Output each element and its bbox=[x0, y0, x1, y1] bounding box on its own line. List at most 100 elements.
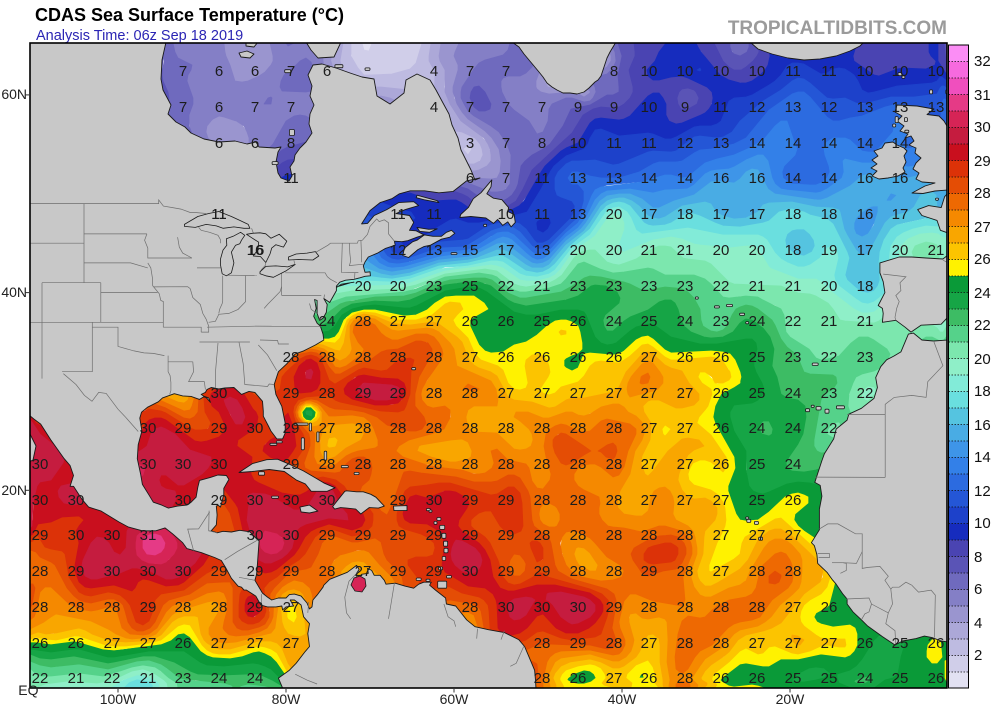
svg-text:60N: 60N bbox=[1, 86, 27, 102]
svg-text:30: 30 bbox=[104, 563, 121, 580]
svg-text:6: 6 bbox=[251, 63, 259, 80]
svg-text:80W: 80W bbox=[272, 691, 302, 707]
svg-text:11: 11 bbox=[390, 206, 406, 223]
svg-text:29: 29 bbox=[426, 563, 443, 580]
svg-text:27: 27 bbox=[211, 635, 228, 652]
svg-text:30: 30 bbox=[247, 527, 264, 544]
svg-text:25: 25 bbox=[892, 670, 909, 687]
svg-text:26: 26 bbox=[713, 420, 730, 437]
svg-text:23: 23 bbox=[606, 278, 623, 295]
svg-text:26: 26 bbox=[175, 635, 192, 652]
svg-text:14: 14 bbox=[785, 135, 802, 152]
svg-text:28: 28 bbox=[104, 599, 121, 616]
svg-text:21: 21 bbox=[641, 242, 658, 259]
svg-text:28: 28 bbox=[534, 420, 551, 437]
svg-text:21: 21 bbox=[68, 670, 85, 687]
svg-text:6: 6 bbox=[215, 135, 223, 152]
svg-text:30: 30 bbox=[104, 527, 121, 544]
svg-text:23: 23 bbox=[641, 278, 658, 295]
svg-text:14: 14 bbox=[974, 449, 991, 466]
svg-text:21: 21 bbox=[677, 242, 694, 259]
svg-text:29: 29 bbox=[355, 385, 372, 402]
svg-text:Analysis Time: 06z Sep 18 2019: Analysis Time: 06z Sep 18 2019 bbox=[36, 28, 243, 44]
svg-text:17: 17 bbox=[892, 206, 909, 223]
svg-text:3: 3 bbox=[466, 135, 474, 152]
svg-text:28: 28 bbox=[32, 563, 49, 580]
svg-text:6: 6 bbox=[215, 63, 223, 80]
svg-text:29: 29 bbox=[498, 563, 515, 580]
svg-text:21: 21 bbox=[857, 313, 874, 330]
svg-text:29: 29 bbox=[247, 563, 264, 580]
svg-text:29: 29 bbox=[140, 599, 157, 616]
svg-text:7: 7 bbox=[502, 99, 510, 116]
svg-text:28: 28 bbox=[211, 599, 228, 616]
svg-text:4: 4 bbox=[974, 615, 982, 632]
svg-text:25: 25 bbox=[462, 278, 479, 295]
svg-text:30: 30 bbox=[498, 599, 515, 616]
svg-text:18: 18 bbox=[857, 278, 874, 295]
svg-text:12: 12 bbox=[390, 242, 407, 259]
svg-text:14: 14 bbox=[821, 170, 838, 187]
svg-text:7: 7 bbox=[538, 99, 546, 116]
svg-text:13: 13 bbox=[713, 135, 730, 152]
svg-text:26: 26 bbox=[821, 599, 838, 616]
svg-text:23: 23 bbox=[677, 278, 694, 295]
svg-text:10: 10 bbox=[749, 63, 766, 80]
svg-text:28: 28 bbox=[606, 492, 623, 509]
svg-text:11: 11 bbox=[426, 206, 442, 223]
svg-text:14: 14 bbox=[641, 170, 658, 187]
svg-text:14: 14 bbox=[857, 135, 874, 152]
svg-text:26: 26 bbox=[928, 635, 945, 652]
svg-text:28: 28 bbox=[390, 456, 407, 473]
svg-text:29: 29 bbox=[283, 420, 300, 437]
svg-text:30: 30 bbox=[283, 492, 300, 509]
svg-text:28: 28 bbox=[426, 420, 443, 437]
svg-text:28: 28 bbox=[570, 456, 587, 473]
svg-text:28: 28 bbox=[570, 527, 587, 544]
svg-text:11: 11 bbox=[283, 170, 299, 187]
svg-text:20: 20 bbox=[713, 242, 730, 259]
svg-text:27: 27 bbox=[534, 385, 551, 402]
svg-text:28: 28 bbox=[677, 563, 694, 580]
svg-text:24: 24 bbox=[247, 670, 264, 687]
svg-text:25: 25 bbox=[749, 456, 766, 473]
svg-text:16: 16 bbox=[247, 242, 264, 259]
svg-text:10: 10 bbox=[974, 515, 991, 532]
svg-text:13: 13 bbox=[892, 99, 909, 116]
svg-text:11: 11 bbox=[785, 63, 801, 80]
svg-text:27: 27 bbox=[283, 599, 300, 616]
svg-text:11: 11 bbox=[211, 206, 227, 223]
svg-text:23: 23 bbox=[426, 278, 443, 295]
svg-text:27: 27 bbox=[713, 492, 730, 509]
svg-text:28: 28 bbox=[641, 599, 658, 616]
svg-text:29: 29 bbox=[390, 492, 407, 509]
svg-text:21: 21 bbox=[140, 670, 157, 687]
svg-text:28: 28 bbox=[749, 563, 766, 580]
svg-text:30: 30 bbox=[570, 599, 587, 616]
svg-text:29: 29 bbox=[355, 527, 372, 544]
svg-text:27: 27 bbox=[140, 635, 157, 652]
svg-text:29: 29 bbox=[974, 153, 991, 170]
svg-text:23: 23 bbox=[821, 385, 838, 402]
svg-text:29: 29 bbox=[462, 527, 479, 544]
svg-text:8: 8 bbox=[974, 549, 982, 566]
svg-text:7: 7 bbox=[502, 63, 510, 80]
svg-text:28: 28 bbox=[32, 599, 49, 616]
svg-text:10: 10 bbox=[677, 63, 694, 80]
svg-text:30: 30 bbox=[247, 492, 264, 509]
svg-text:16: 16 bbox=[248, 242, 265, 259]
svg-text:23: 23 bbox=[175, 670, 192, 687]
svg-text:29: 29 bbox=[283, 563, 300, 580]
svg-text:24: 24 bbox=[211, 670, 228, 687]
svg-text:26: 26 bbox=[498, 313, 515, 330]
svg-text:14: 14 bbox=[749, 135, 766, 152]
svg-text:14: 14 bbox=[677, 170, 694, 187]
svg-text:27: 27 bbox=[974, 219, 991, 236]
svg-text:26: 26 bbox=[749, 670, 766, 687]
svg-text:26: 26 bbox=[677, 349, 694, 366]
svg-text:22: 22 bbox=[821, 349, 838, 366]
svg-text:22: 22 bbox=[104, 670, 121, 687]
svg-text:27: 27 bbox=[319, 420, 336, 437]
svg-text:8: 8 bbox=[287, 135, 295, 152]
svg-text:27: 27 bbox=[641, 385, 658, 402]
